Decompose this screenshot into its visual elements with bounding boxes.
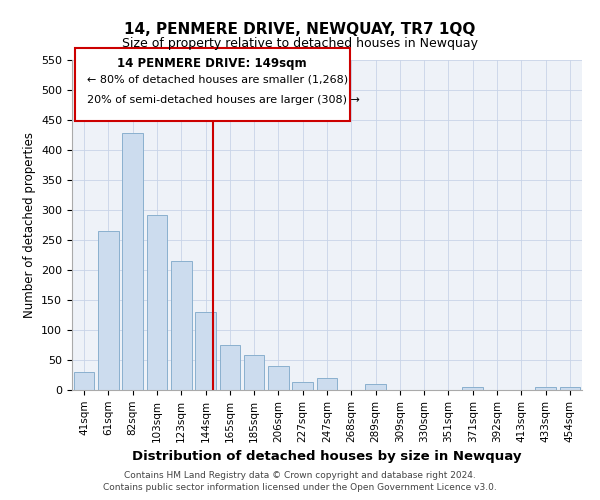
Y-axis label: Number of detached properties: Number of detached properties xyxy=(23,132,35,318)
Text: 14, PENMERE DRIVE, NEWQUAY, TR7 1QQ: 14, PENMERE DRIVE, NEWQUAY, TR7 1QQ xyxy=(124,22,476,38)
Text: ← 80% of detached houses are smaller (1,268): ← 80% of detached houses are smaller (1,… xyxy=(88,75,349,85)
Text: 14 PENMERE DRIVE: 149sqm: 14 PENMERE DRIVE: 149sqm xyxy=(118,56,307,70)
Bar xyxy=(317,378,337,390)
X-axis label: Distribution of detached houses by size in Newquay: Distribution of detached houses by size … xyxy=(132,450,522,463)
Bar xyxy=(365,384,386,390)
Bar xyxy=(268,366,289,390)
Text: Contains HM Land Registry data © Crown copyright and database right 2024.: Contains HM Land Registry data © Crown c… xyxy=(124,470,476,480)
Text: 20% of semi-detached houses are larger (308) →: 20% of semi-detached houses are larger (… xyxy=(88,94,360,104)
Bar xyxy=(122,133,143,390)
Bar xyxy=(292,382,313,390)
Bar xyxy=(74,372,94,390)
Bar xyxy=(244,355,265,390)
Bar xyxy=(463,387,483,390)
Text: Size of property relative to detached houses in Newquay: Size of property relative to detached ho… xyxy=(122,38,478,51)
Text: Contains public sector information licensed under the Open Government Licence v3: Contains public sector information licen… xyxy=(103,483,497,492)
Bar xyxy=(171,261,191,390)
FancyBboxPatch shape xyxy=(74,48,350,121)
Bar xyxy=(560,387,580,390)
Bar xyxy=(220,345,240,390)
Bar xyxy=(195,312,216,390)
Bar xyxy=(535,387,556,390)
Bar xyxy=(146,215,167,390)
Bar xyxy=(98,231,119,390)
